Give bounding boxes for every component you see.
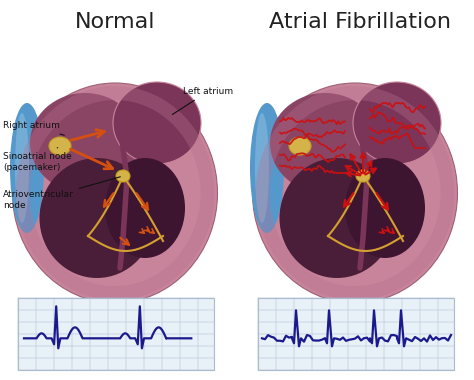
Text: Sinoatrial node
(pacemaker): Sinoatrial node (pacemaker) bbox=[3, 147, 72, 172]
Ellipse shape bbox=[280, 158, 394, 278]
Ellipse shape bbox=[30, 93, 140, 193]
Ellipse shape bbox=[250, 103, 284, 233]
Ellipse shape bbox=[116, 170, 130, 182]
Ellipse shape bbox=[270, 93, 380, 193]
Ellipse shape bbox=[253, 83, 457, 303]
Ellipse shape bbox=[15, 113, 29, 223]
Ellipse shape bbox=[39, 158, 155, 278]
Text: Normal: Normal bbox=[75, 12, 155, 32]
FancyBboxPatch shape bbox=[258, 298, 454, 370]
Ellipse shape bbox=[345, 158, 425, 258]
Text: Atrioventricular
node: Atrioventricular node bbox=[3, 177, 120, 210]
Ellipse shape bbox=[289, 137, 311, 155]
Text: Left atrium: Left atrium bbox=[173, 87, 233, 114]
Ellipse shape bbox=[49, 137, 71, 155]
Text: Atrial Fibrillation: Atrial Fibrillation bbox=[269, 12, 451, 32]
FancyBboxPatch shape bbox=[18, 298, 214, 370]
Text: Right atrium: Right atrium bbox=[3, 122, 64, 135]
Ellipse shape bbox=[113, 82, 201, 164]
Ellipse shape bbox=[12, 83, 218, 303]
Ellipse shape bbox=[356, 170, 370, 182]
Ellipse shape bbox=[105, 158, 185, 258]
Ellipse shape bbox=[255, 113, 269, 223]
Ellipse shape bbox=[10, 103, 44, 233]
Ellipse shape bbox=[353, 82, 441, 164]
